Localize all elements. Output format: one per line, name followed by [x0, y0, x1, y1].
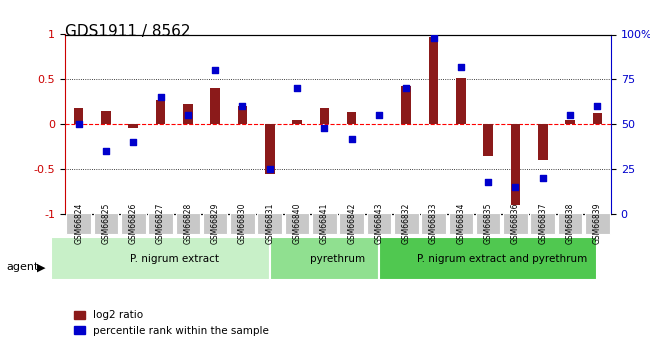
- Text: GSM66828: GSM66828: [183, 203, 192, 244]
- Bar: [429, 37, 438, 124]
- Text: GSM66842: GSM66842: [347, 203, 356, 244]
- FancyBboxPatch shape: [394, 213, 419, 234]
- Point: [237, 104, 248, 109]
- Point: [510, 184, 521, 190]
- Bar: [265, 124, 274, 174]
- Bar: [101, 111, 111, 124]
- FancyBboxPatch shape: [230, 213, 255, 234]
- Text: GSM66826: GSM66826: [129, 203, 138, 244]
- Point: [128, 139, 138, 145]
- Bar: [74, 108, 83, 124]
- Bar: [238, 106, 247, 124]
- Bar: [211, 88, 220, 124]
- FancyBboxPatch shape: [285, 213, 309, 234]
- Bar: [347, 112, 356, 124]
- FancyBboxPatch shape: [530, 213, 555, 234]
- Text: GSM66840: GSM66840: [292, 203, 302, 244]
- Point: [483, 179, 493, 184]
- Text: GSM66827: GSM66827: [156, 203, 165, 244]
- FancyBboxPatch shape: [66, 213, 91, 234]
- Text: GSM66834: GSM66834: [456, 203, 465, 244]
- FancyBboxPatch shape: [51, 237, 270, 280]
- Text: GSM66829: GSM66829: [211, 203, 220, 244]
- Point: [538, 175, 548, 181]
- FancyBboxPatch shape: [176, 213, 200, 234]
- Bar: [129, 124, 138, 128]
- Text: GSM66843: GSM66843: [374, 203, 384, 244]
- Point: [265, 166, 275, 172]
- Point: [183, 112, 193, 118]
- Text: GSM66833: GSM66833: [429, 203, 438, 244]
- Bar: [593, 114, 602, 124]
- Bar: [566, 120, 575, 124]
- Text: P. nigrum extract and pyrethrum: P. nigrum extract and pyrethrum: [417, 254, 587, 264]
- FancyBboxPatch shape: [312, 213, 337, 234]
- Point: [292, 86, 302, 91]
- Bar: [484, 124, 493, 156]
- Bar: [538, 124, 547, 160]
- Point: [101, 148, 111, 154]
- Bar: [156, 100, 165, 124]
- Text: P. nigrum extract: P. nigrum extract: [130, 254, 218, 264]
- Legend: log2 ratio, percentile rank within the sample: log2 ratio, percentile rank within the s…: [70, 306, 273, 340]
- FancyBboxPatch shape: [203, 213, 228, 234]
- FancyBboxPatch shape: [379, 237, 597, 280]
- FancyBboxPatch shape: [339, 213, 364, 234]
- FancyBboxPatch shape: [558, 213, 582, 234]
- Text: GSM66835: GSM66835: [484, 203, 493, 244]
- Bar: [183, 105, 192, 124]
- Text: GSM66836: GSM66836: [511, 203, 520, 244]
- Bar: [402, 86, 411, 124]
- FancyBboxPatch shape: [476, 213, 501, 234]
- Text: pyrethrum: pyrethrum: [311, 254, 365, 264]
- FancyBboxPatch shape: [148, 213, 173, 234]
- Point: [401, 86, 411, 91]
- Bar: [456, 78, 465, 124]
- Point: [374, 112, 384, 118]
- FancyBboxPatch shape: [94, 213, 118, 234]
- Point: [210, 68, 220, 73]
- Bar: [292, 120, 302, 124]
- FancyBboxPatch shape: [421, 213, 446, 234]
- Point: [565, 112, 575, 118]
- Bar: [320, 108, 329, 124]
- FancyBboxPatch shape: [257, 213, 282, 234]
- Point: [73, 121, 84, 127]
- Point: [155, 95, 166, 100]
- Point: [592, 104, 603, 109]
- Point: [319, 125, 330, 130]
- Bar: [511, 124, 520, 205]
- Point: [428, 35, 439, 41]
- Text: GSM66824: GSM66824: [74, 203, 83, 244]
- Text: GSM66832: GSM66832: [402, 203, 411, 244]
- Point: [456, 64, 466, 70]
- Text: GSM66838: GSM66838: [566, 203, 575, 244]
- Text: agent: agent: [6, 263, 39, 272]
- Text: ▶: ▶: [37, 263, 46, 272]
- Text: GSM66837: GSM66837: [538, 203, 547, 244]
- FancyBboxPatch shape: [270, 237, 379, 280]
- FancyBboxPatch shape: [121, 213, 146, 234]
- Text: GSM66825: GSM66825: [101, 203, 111, 244]
- FancyBboxPatch shape: [448, 213, 473, 234]
- Point: [346, 136, 357, 141]
- Text: GDS1911 / 8562: GDS1911 / 8562: [65, 24, 190, 39]
- FancyBboxPatch shape: [503, 213, 528, 234]
- Text: GSM66830: GSM66830: [238, 203, 247, 244]
- FancyBboxPatch shape: [367, 213, 391, 234]
- Text: GSM66841: GSM66841: [320, 203, 329, 244]
- FancyBboxPatch shape: [585, 213, 610, 234]
- Text: GSM66839: GSM66839: [593, 203, 602, 244]
- Text: GSM66831: GSM66831: [265, 203, 274, 244]
